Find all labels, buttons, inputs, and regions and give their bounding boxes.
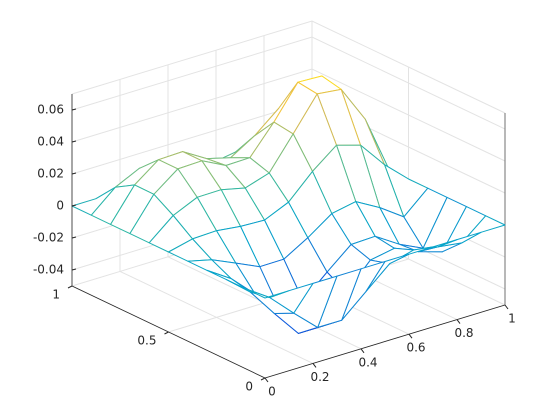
x-tick: [264, 377, 269, 383]
y-tick-label: 1: [52, 288, 60, 302]
x-tick: [312, 363, 317, 368]
x-tick-label: 0.6: [406, 341, 425, 355]
z-tick: [71, 236, 77, 239]
y-tick-label: 0.5: [137, 334, 156, 348]
z-tick: [71, 172, 77, 175]
y-tick-label: 0: [245, 380, 253, 394]
x-tick-label: 0.4: [358, 355, 377, 369]
z-tick: [71, 204, 77, 207]
z-tick: [71, 108, 77, 111]
axis-line: [264, 304, 506, 379]
x-tick: [360, 348, 365, 354]
x-tick-label: 0: [268, 385, 276, 399]
mesh-face: [245, 288, 290, 299]
x-tick-label: 0.2: [310, 370, 329, 384]
x-tick-label: 0.8: [454, 326, 473, 340]
x-tick: [456, 319, 461, 324]
z-tick-label: -0.02: [33, 231, 64, 245]
y-tick: [164, 331, 169, 335]
z-tick-label: 0.02: [37, 167, 64, 181]
z-tick: [71, 268, 77, 271]
z-tick-label: 0: [56, 199, 64, 213]
z-tick-label: 0.04: [37, 135, 64, 149]
z-tick-label: 0.06: [37, 103, 64, 117]
grid-line: [168, 67, 409, 333]
x-tick-label: 1: [508, 312, 516, 326]
z-tick-label: -0.04: [33, 263, 64, 277]
x-tick: [504, 304, 509, 310]
y-tick: [260, 377, 266, 381]
y-tick: [67, 285, 73, 289]
x-tick: [408, 333, 413, 339]
z-tick: [71, 140, 77, 143]
